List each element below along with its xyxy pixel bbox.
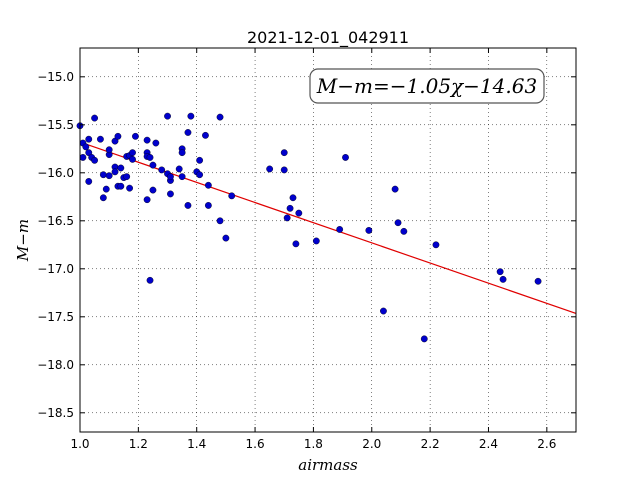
- data-point: [216, 113, 224, 121]
- annotation-box: [309, 68, 545, 104]
- x-tick-label: 1.4: [187, 437, 206, 451]
- data-point: [129, 149, 136, 157]
- data-point: [99, 194, 107, 202]
- data-point: [99, 171, 107, 179]
- data-point: [184, 202, 192, 209]
- data-point: [266, 165, 274, 173]
- data-point: [85, 178, 93, 185]
- y-tick-label: −17.5: [37, 310, 74, 324]
- data-point: [292, 240, 300, 248]
- data-point: [394, 219, 402, 227]
- data-point: [132, 132, 139, 140]
- data-point: [167, 173, 174, 181]
- data-point: [342, 154, 349, 161]
- x-tick-label: 1.0: [70, 437, 89, 451]
- data-point: [286, 204, 294, 212]
- data-point: [216, 217, 224, 225]
- data-point: [496, 268, 504, 276]
- data-point: [204, 181, 212, 189]
- x-tick-label: 2.2: [421, 437, 440, 451]
- data-point: [114, 132, 122, 140]
- data-point: [187, 112, 195, 120]
- data-point: [146, 276, 154, 284]
- data-point: [499, 275, 507, 283]
- x-tick-label: 1.2: [129, 437, 148, 451]
- data-point: [129, 155, 136, 163]
- data-point: [111, 168, 119, 176]
- annotation-text: M−m=−1.05χ−14.63: [316, 74, 537, 98]
- data-point: [336, 226, 344, 233]
- y-tick-label: −16.0: [37, 166, 74, 180]
- x-tick-label: 2.6: [537, 437, 556, 451]
- data-point: [380, 307, 387, 315]
- data-point: [222, 234, 230, 242]
- data-point: [280, 149, 288, 157]
- data-point: [79, 154, 87, 161]
- data-point: [97, 135, 104, 143]
- x-axis-ticks: 1.0 1.2 1.4 1.6 1.8 2.0 2.2 2.4 2.6: [70, 48, 556, 451]
- data-point: [289, 194, 297, 202]
- plot-area: [80, 48, 576, 432]
- data-point: [117, 182, 125, 190]
- data-point: [82, 143, 90, 151]
- y-tick-label: −17.0: [37, 262, 74, 276]
- y-tick-label: −18.5: [37, 406, 74, 420]
- data-point: [158, 166, 166, 174]
- data-point: [312, 237, 320, 245]
- data-point: [91, 156, 98, 164]
- data-point: [196, 156, 204, 164]
- data-point: [391, 185, 399, 193]
- data-point: [146, 154, 154, 161]
- fit-annotation: M−m=−1.05χ−14.63: [309, 68, 545, 104]
- x-tick-label: 2.0: [362, 437, 381, 451]
- data-point: [164, 112, 171, 120]
- y-axis-label: M−m: [14, 219, 32, 262]
- data-point: [283, 214, 291, 222]
- data-point: [123, 173, 131, 181]
- x-axis-label: airmass: [298, 456, 358, 474]
- chart-title: 2021-12-01_042911: [247, 28, 409, 48]
- data-points: [76, 112, 542, 343]
- data-point: [102, 185, 110, 193]
- data-point: [420, 335, 428, 343]
- data-point: [175, 165, 183, 173]
- y-tick-label: −15.5: [37, 118, 74, 132]
- data-point: [105, 172, 113, 180]
- data-point: [178, 149, 186, 157]
- x-tick-label: 2.4: [479, 437, 498, 451]
- data-point: [105, 146, 113, 154]
- data-point: [184, 129, 192, 136]
- x-tick-label: 1.6: [246, 437, 265, 451]
- data-point: [400, 227, 408, 235]
- data-point: [365, 226, 373, 234]
- data-point: [167, 190, 174, 198]
- data-point: [295, 209, 303, 217]
- data-point: [126, 184, 134, 192]
- y-tick-label: −15.0: [37, 70, 74, 84]
- y-axis-ticks: −15.0 −15.5 −16.0 −16.5 −17.0 −17.5 −18.0 −18.5: [37, 70, 576, 420]
- data-point: [280, 166, 288, 174]
- data-point: [534, 277, 542, 285]
- grid: [79, 48, 576, 432]
- data-point: [178, 173, 186, 181]
- y-tick-label: −16.5: [37, 214, 74, 228]
- data-point: [196, 171, 204, 179]
- data-point: [91, 114, 98, 122]
- data-point: [228, 192, 236, 200]
- data-point: [152, 139, 160, 147]
- data-point: [143, 196, 151, 204]
- data-point: [117, 164, 125, 172]
- data-point: [204, 202, 212, 209]
- data-point: [149, 161, 157, 169]
- data-point: [149, 186, 157, 194]
- plot-frame: [79, 47, 577, 433]
- y-tick-label: −18.0: [37, 358, 74, 372]
- data-point: [143, 136, 151, 144]
- data-point: [202, 131, 209, 139]
- x-tick-label: 1.8: [304, 437, 323, 451]
- data-point: [85, 135, 93, 143]
- data-point: [432, 241, 440, 249]
